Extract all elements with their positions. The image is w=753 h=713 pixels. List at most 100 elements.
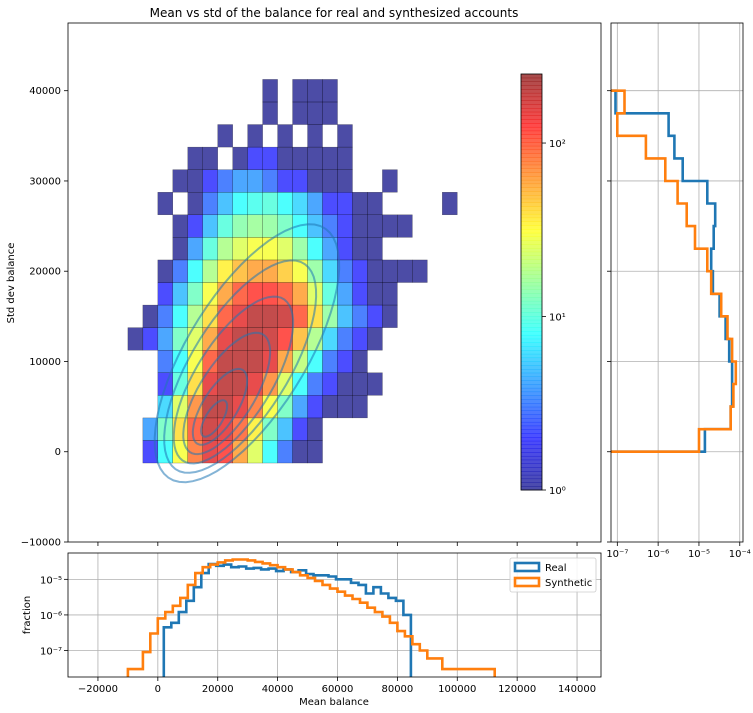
heatmap-cell — [247, 214, 263, 238]
main-x-ticks — [97, 542, 578, 546]
heatmap-cell — [292, 417, 308, 441]
heatmap-cell — [187, 237, 203, 261]
colorbar-segment — [521, 282, 542, 287]
colorbar-segment — [521, 210, 542, 215]
heatmap-cell — [277, 124, 293, 148]
colorbar-segment — [521, 323, 542, 328]
main-title: Mean vs std of the balance for real and … — [150, 6, 519, 20]
heatmap-cell — [337, 124, 353, 148]
heatmap-cell — [217, 237, 233, 261]
bottom-histogram-lines — [126, 558, 496, 677]
colorbar-segment — [521, 104, 542, 109]
heatmap-cell — [262, 282, 278, 306]
main-panel: Mean vs std of the balance for real and … — [6, 6, 602, 549]
heatmap-cell — [202, 192, 218, 216]
heatmap-cell — [292, 372, 308, 396]
histogram-synthetic — [611, 89, 738, 453]
heatmap-cell — [202, 146, 218, 170]
right-axes: 10⁻⁷ 10⁻⁶ 10⁻⁵ 10⁻⁴ — [606, 90, 751, 560]
contour-lines — [153, 223, 341, 484]
contour-line — [182, 331, 272, 456]
colorbar-segment — [521, 334, 542, 340]
heatmap-cell — [337, 214, 353, 238]
colorbar-segment — [521, 179, 542, 185]
colorbar-tick-label: 10¹ — [549, 313, 566, 324]
colorbar-segment — [521, 421, 542, 427]
colorbar-segment — [521, 168, 542, 173]
colorbar-segment — [521, 471, 542, 476]
colorbar-segment — [521, 263, 542, 268]
colorbar-segment — [521, 440, 542, 446]
heatmap-cell — [202, 237, 218, 261]
heatmap-cell — [307, 395, 323, 419]
heatmap-cell — [277, 192, 293, 216]
heatmap-cell — [172, 169, 188, 193]
heatmap-cell — [322, 350, 338, 373]
right-histogram-lines — [611, 89, 738, 453]
colorbar-segment — [521, 429, 542, 434]
right-grid — [611, 23, 743, 542]
x-tick-label: 80000 — [381, 684, 413, 695]
colorbar-segment — [521, 463, 542, 468]
x-tick-label: −20000 — [78, 684, 118, 695]
x-tick-label: 140000 — [558, 684, 596, 695]
heatmap-cell — [352, 259, 368, 283]
heatmap-cell — [397, 259, 413, 283]
heatmap-cell — [187, 214, 203, 238]
x-tick-label: 10⁻⁷ — [606, 549, 628, 560]
colorbar-segment — [521, 380, 542, 385]
heatmap-cell — [217, 259, 233, 283]
heatmap-cell — [262, 192, 278, 216]
heatmap-cell — [322, 101, 338, 125]
heatmap-cell — [277, 146, 293, 170]
heatmap-cells — [127, 79, 458, 464]
main-y-label: Std dev balance — [6, 243, 17, 324]
colorbar-segment — [521, 368, 542, 374]
heatmap-cell — [307, 79, 323, 103]
colorbar-segment — [521, 164, 542, 169]
heatmap-cell — [292, 192, 308, 216]
colorbar-segment — [521, 433, 542, 438]
colorbar-segment — [521, 285, 542, 290]
colorbar-segment — [521, 176, 542, 181]
colorbar-tick-label: 10² — [549, 139, 566, 150]
heatmap-cell — [217, 372, 233, 396]
heatmap-cell — [157, 282, 174, 306]
heatmap-cell — [277, 417, 293, 441]
heatmap-cell — [157, 350, 174, 373]
bottom-x-label: Mean balance — [299, 697, 369, 708]
colorbar-segment — [521, 353, 542, 359]
colorbar-segment — [521, 266, 542, 272]
heatmap-cell — [172, 304, 188, 328]
x-tick-label: 20000 — [202, 684, 234, 695]
heatmap-cell — [367, 304, 383, 328]
heatmap-cell — [337, 327, 353, 351]
main-y-axis: −10000 0 10000 20000 30000 40000 — [21, 86, 68, 549]
y-tick-label: 40000 — [29, 86, 61, 97]
heatmap-cell — [307, 192, 323, 216]
heatmap-cell — [352, 192, 368, 216]
heatmap-cell — [172, 327, 188, 351]
colorbar-segment — [521, 410, 542, 415]
colorbar-segment — [521, 126, 542, 132]
colorbar-segment — [521, 149, 542, 154]
colorbar-segment — [521, 134, 542, 139]
colorbar-segment — [521, 119, 542, 124]
heatmap-cell — [187, 146, 203, 170]
colorbar-segment — [521, 350, 542, 355]
heatmap-cell — [367, 372, 383, 396]
colorbar-segment — [521, 308, 542, 313]
heatmap-cell — [367, 259, 383, 283]
colorbar-segment — [521, 399, 542, 404]
colorbar-segment — [521, 130, 542, 135]
heatmap-cell — [262, 79, 278, 103]
heatmap-cell — [337, 304, 353, 328]
colorbar-segment — [521, 486, 542, 491]
colorbar-segment — [521, 85, 542, 90]
heatmap-cell — [382, 169, 398, 193]
heatmap-cell — [307, 440, 323, 464]
y-tick-label: 10⁻⁵ — [40, 575, 62, 586]
colorbar-segment — [521, 123, 542, 128]
contour-line — [172, 295, 295, 465]
heatmap-cell — [217, 214, 233, 238]
